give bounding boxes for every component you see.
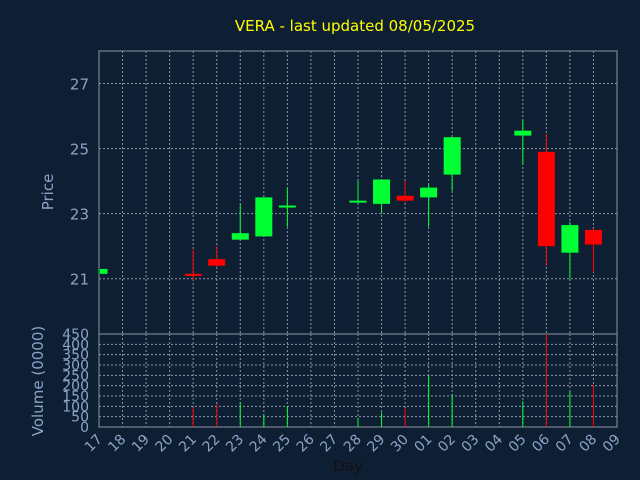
x-tick-label: 19 [129, 432, 153, 456]
volume-tick-label: 350 [62, 348, 89, 364]
x-tick-label: 30 [388, 432, 412, 456]
candle-body [349, 200, 367, 203]
candle-body [537, 151, 555, 247]
x-tick-label: 04 [482, 431, 506, 455]
x-tick-label: 07 [553, 432, 577, 456]
x-tick-label: 29 [364, 432, 388, 456]
candle-body [443, 137, 461, 175]
x-tick-label: 01 [412, 432, 436, 456]
x-tick-label: 28 [341, 432, 365, 456]
chart-title: VERA - last updated 08/05/2025 [235, 17, 475, 35]
x-tick-label: 27 [317, 432, 341, 456]
price-tick-label: 21 [70, 271, 89, 289]
x-tick-label: 24 [247, 431, 271, 455]
x-tick-label: 20 [153, 432, 177, 456]
volume-tick-label: 150 [62, 389, 89, 405]
candle-body [561, 225, 579, 253]
x-tick-label: 05 [506, 432, 530, 456]
price-axis-label: Price [39, 174, 57, 211]
candle-body [255, 197, 273, 237]
volume-tick-label: 250 [62, 368, 89, 384]
volume-tick-label: 0 [80, 420, 89, 436]
candle-body [184, 273, 202, 276]
price-tick-label: 27 [70, 76, 89, 94]
x-tick-label: 06 [529, 431, 553, 455]
candle-body [584, 229, 602, 245]
volume-tick-label: 400 [62, 337, 89, 353]
x-tick-label: 22 [200, 432, 224, 456]
price-panel: 21 23 25 27 [70, 50, 618, 335]
x-tick-label: 18 [105, 432, 129, 456]
x-tick-label: 26 [294, 431, 318, 455]
candle-body [100, 268, 108, 274]
price-tick-label: 23 [70, 206, 89, 224]
volume-tick-label: 450 [62, 327, 89, 343]
x-tick-label: 23 [223, 432, 247, 456]
x-tick-label: 03 [459, 432, 483, 456]
price-tick-label: 25 [70, 141, 89, 159]
volume-tick-label: 300 [62, 358, 89, 374]
x-tick-label: 21 [176, 432, 200, 456]
x-tick-label: 08 [576, 432, 600, 456]
candle-body [231, 233, 249, 240]
volume-axis-label: Volume (0000) [29, 326, 47, 436]
x-axis-label: Day [333, 457, 363, 475]
x-tick-label: 09 [600, 432, 624, 456]
candle-body [208, 259, 226, 266]
candle-body [278, 205, 296, 208]
volume-tick-label: 200 [62, 379, 89, 395]
candle-body [373, 179, 391, 204]
candle-body [396, 195, 414, 201]
x-tick-labels: 17 18 19 20 21 22 23 24 25 26 27 28 29 30 01 02 03 04 05 06… [82, 431, 624, 455]
volume-tick-label: 50 [71, 410, 89, 426]
x-tick-label: 25 [270, 432, 294, 456]
candle-body [420, 187, 438, 198]
candle-body [514, 130, 532, 136]
x-tick-label: 02 [435, 432, 459, 456]
volume-tick-label: 100 [62, 399, 89, 415]
